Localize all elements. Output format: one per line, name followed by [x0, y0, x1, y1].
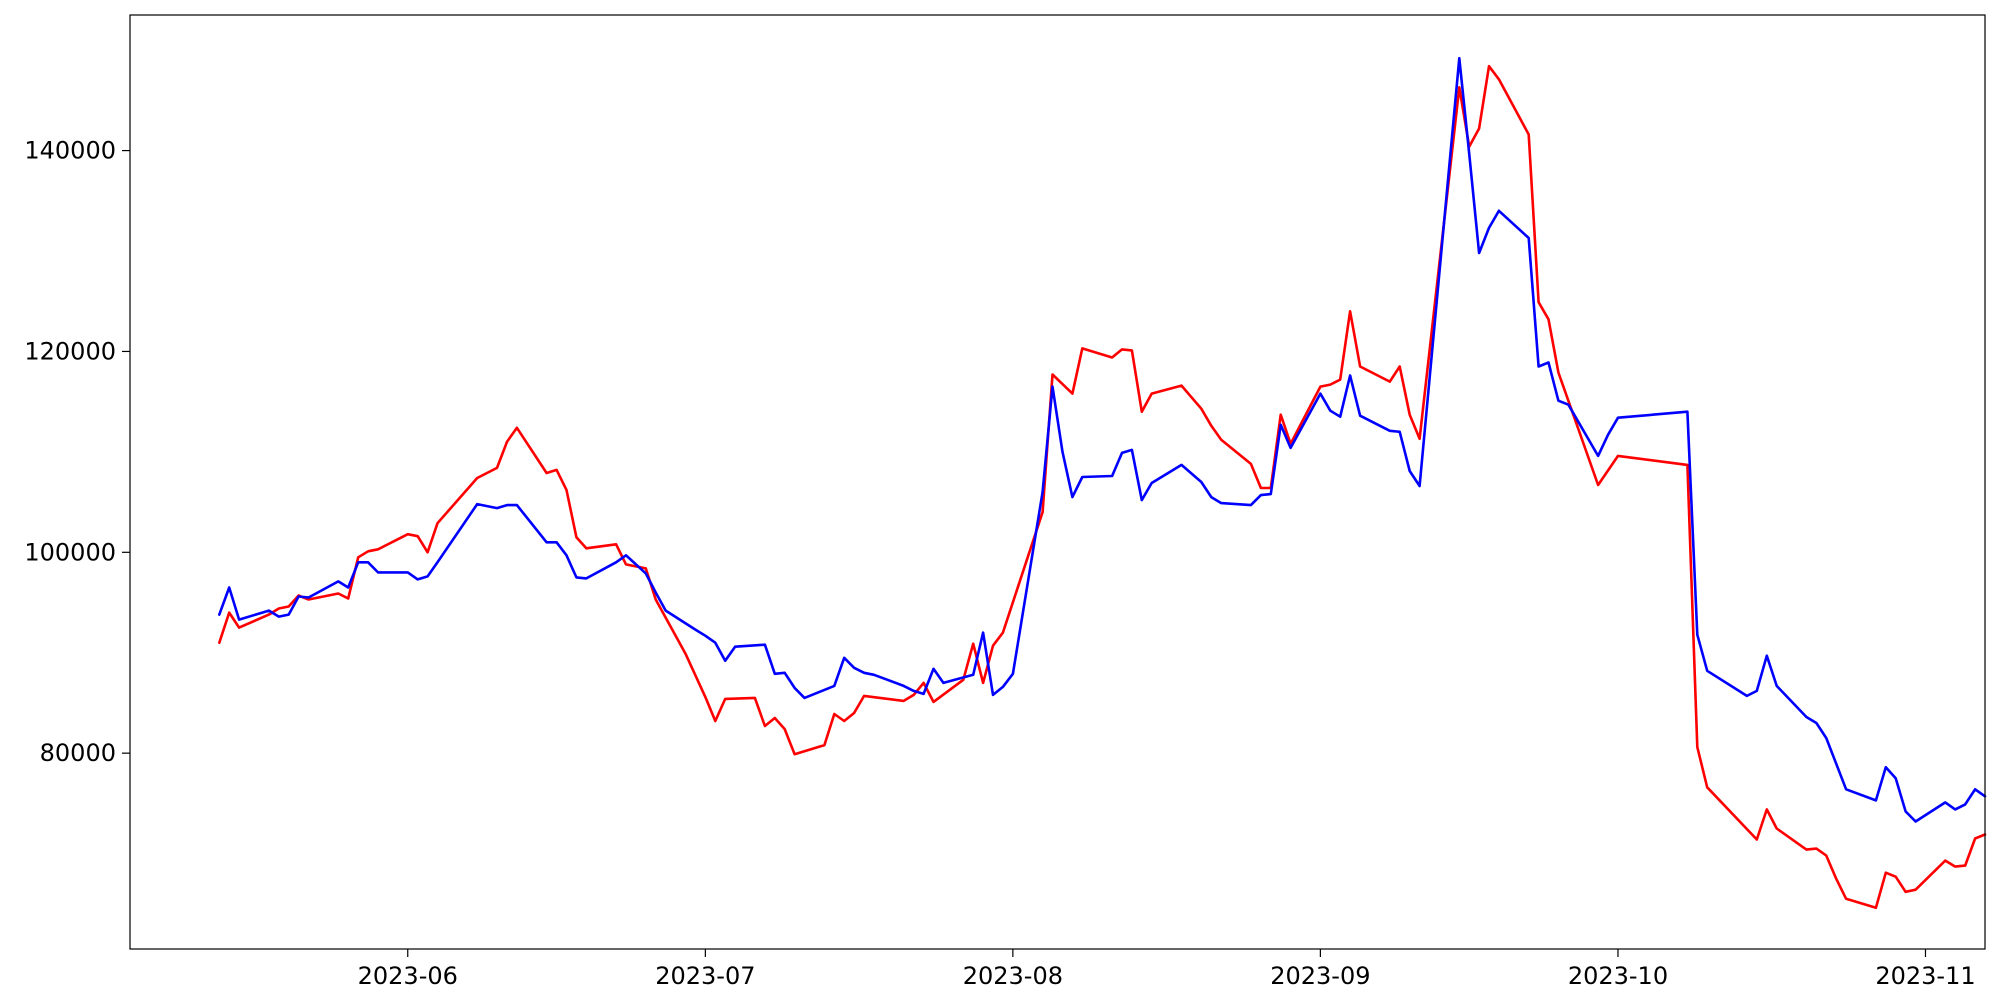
plot-frame — [129, 14, 1986, 950]
series-layer — [218, 56, 1987, 910]
x-axis: 2023-06 2023-07 2023-08 2023-09 2023-10 2023-… — [358, 949, 1976, 990]
y-tick-label: 80000 — [40, 739, 116, 767]
y-tick-label: 120000 — [24, 337, 116, 365]
series-line-1 — [218, 64, 1987, 910]
x-tick-label: 2023-06 — [358, 962, 458, 990]
series-line-2 — [218, 56, 1987, 823]
y-tick-label: 140000 — [24, 137, 116, 165]
y-tick-label: 100000 — [24, 538, 116, 566]
y-axis: 80000 100000 120000 140000 — [24, 137, 130, 767]
x-tick-label: 2023-11 — [1875, 962, 1975, 990]
x-tick-label: 2023-07 — [655, 962, 755, 990]
x-tick-label: 2023-09 — [1270, 962, 1370, 990]
x-tick-label: 2023-10 — [1568, 962, 1668, 990]
x-tick-label: 2023-08 — [963, 962, 1063, 990]
